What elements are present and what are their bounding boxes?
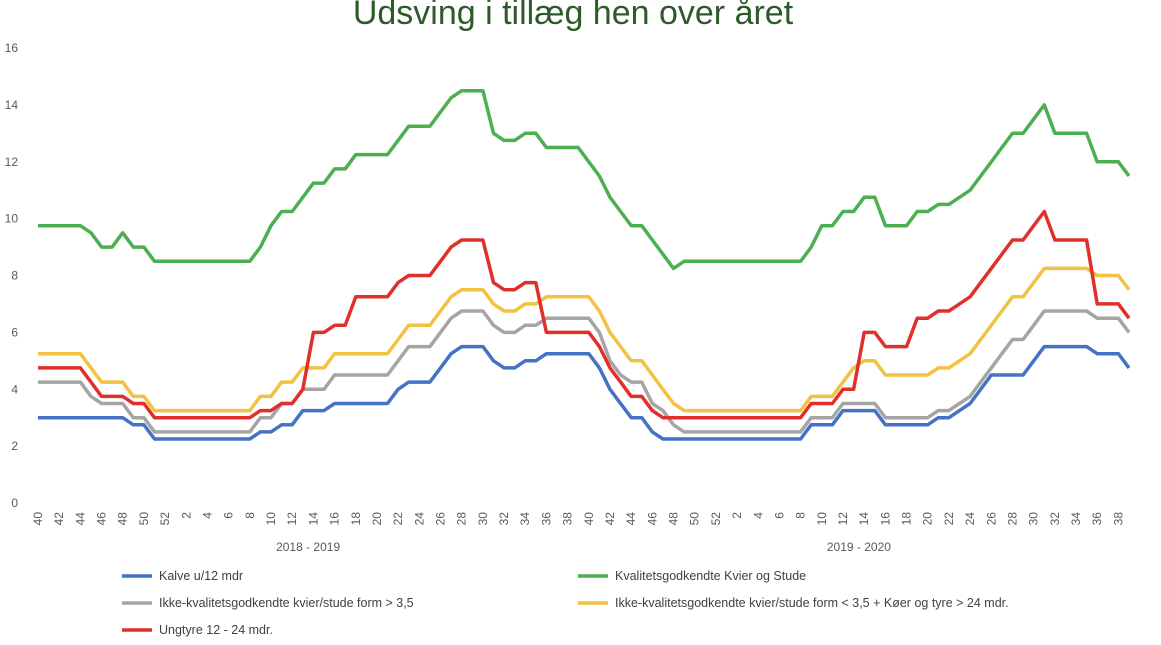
x-tick-label: 26	[984, 512, 998, 526]
y-tick-label: 10	[5, 212, 19, 226]
x-tick-label: 52	[158, 512, 172, 526]
legend-text: Ikke-kvalitetsgodkendte kvier/stude form…	[159, 596, 414, 610]
x-tick-label: 52	[709, 512, 723, 526]
x-tick-label: 12	[285, 512, 299, 526]
x-tick-label: 26	[434, 512, 448, 526]
x-tick-label: 16	[878, 512, 892, 526]
chart-title: Udsving i tillæg hen over året	[353, 0, 794, 32]
x-tick-label: 6	[772, 512, 786, 519]
x-tick-label: 46	[95, 512, 109, 526]
series-line	[38, 209, 1131, 420]
legend-text: Ikke-kvalitetsgodkendte kvier/stude form…	[615, 596, 1009, 610]
x-tick-label: 14	[857, 512, 871, 526]
x-tick-label: 28	[1005, 512, 1019, 526]
x-tick-label: 38	[561, 512, 575, 526]
x-tick-label: 40	[31, 512, 45, 526]
x-tick-label: 16	[328, 512, 342, 526]
x-tick-label: 12	[836, 512, 850, 526]
y-tick-label: 12	[5, 155, 19, 169]
x-tick-label: 8	[794, 512, 808, 519]
y-tick-label: 0	[11, 496, 18, 510]
x-tick-label: 2	[179, 512, 193, 519]
x-tick-label: 42	[52, 512, 66, 526]
y-tick-label: 16	[5, 41, 19, 55]
x-tick-label: 50	[688, 512, 702, 526]
x-tick-label: 36	[1090, 512, 1104, 526]
x-tick-label: 48	[116, 512, 130, 526]
x-tick-label: 18	[349, 512, 363, 526]
legend-text: Ungtyre 12 - 24 mdr.	[159, 623, 273, 637]
series-line	[38, 309, 1131, 434]
x-tick-label: 14	[306, 512, 320, 526]
x-tick-label: 8	[243, 512, 257, 519]
x-tick-label: 44	[73, 512, 87, 526]
series-line	[38, 266, 1131, 413]
x-tick-label: 18	[900, 512, 914, 526]
legend-text: Kvalitetsgodkendte Kvier og Stude	[615, 569, 806, 583]
x-tick-label: 30	[1027, 512, 1041, 526]
series-line	[38, 88, 1131, 271]
x-tick-label: 20	[370, 512, 384, 526]
x-tick-label: 24	[963, 512, 977, 526]
y-tick-label: 8	[11, 269, 18, 283]
x-tick-label: 38	[1111, 512, 1125, 526]
x-group-label: 2019 - 2020	[827, 540, 891, 554]
x-tick-label: 22	[391, 512, 405, 526]
x-tick-label: 44	[624, 512, 638, 526]
y-tick-label: 2	[11, 439, 18, 453]
x-tick-label: 46	[645, 512, 659, 526]
x-tick-label: 10	[264, 512, 278, 526]
x-tick-label: 42	[603, 512, 617, 526]
x-tick-label: 34	[518, 512, 532, 526]
x-tick-label: 36	[539, 512, 553, 526]
x-tick-label: 6	[222, 512, 236, 519]
x-tick-label: 28	[455, 512, 469, 526]
x-tick-label: 50	[137, 512, 151, 526]
x-tick-label: 22	[942, 512, 956, 526]
legend-text: Kalve u/12 mdr	[159, 569, 243, 583]
x-tick-label: 4	[200, 512, 214, 519]
x-tick-label: 48	[667, 512, 681, 526]
x-tick-label: 20	[921, 512, 935, 526]
x-tick-label: 32	[1048, 512, 1062, 526]
x-tick-label: 30	[476, 512, 490, 526]
x-tick-label: 34	[1069, 512, 1083, 526]
y-tick-label: 6	[11, 325, 18, 339]
x-tick-label: 40	[582, 512, 596, 526]
y-tick-label: 14	[5, 98, 19, 112]
x-tick-label: 10	[815, 512, 829, 526]
y-tick-label: 4	[11, 382, 18, 396]
x-group-label: 2018 - 2019	[276, 540, 340, 554]
series-line	[38, 344, 1131, 441]
x-tick-label: 24	[412, 512, 426, 526]
x-tick-label: 4	[751, 512, 765, 519]
x-tick-label: 2	[730, 512, 744, 519]
x-tick-label: 32	[497, 512, 511, 526]
